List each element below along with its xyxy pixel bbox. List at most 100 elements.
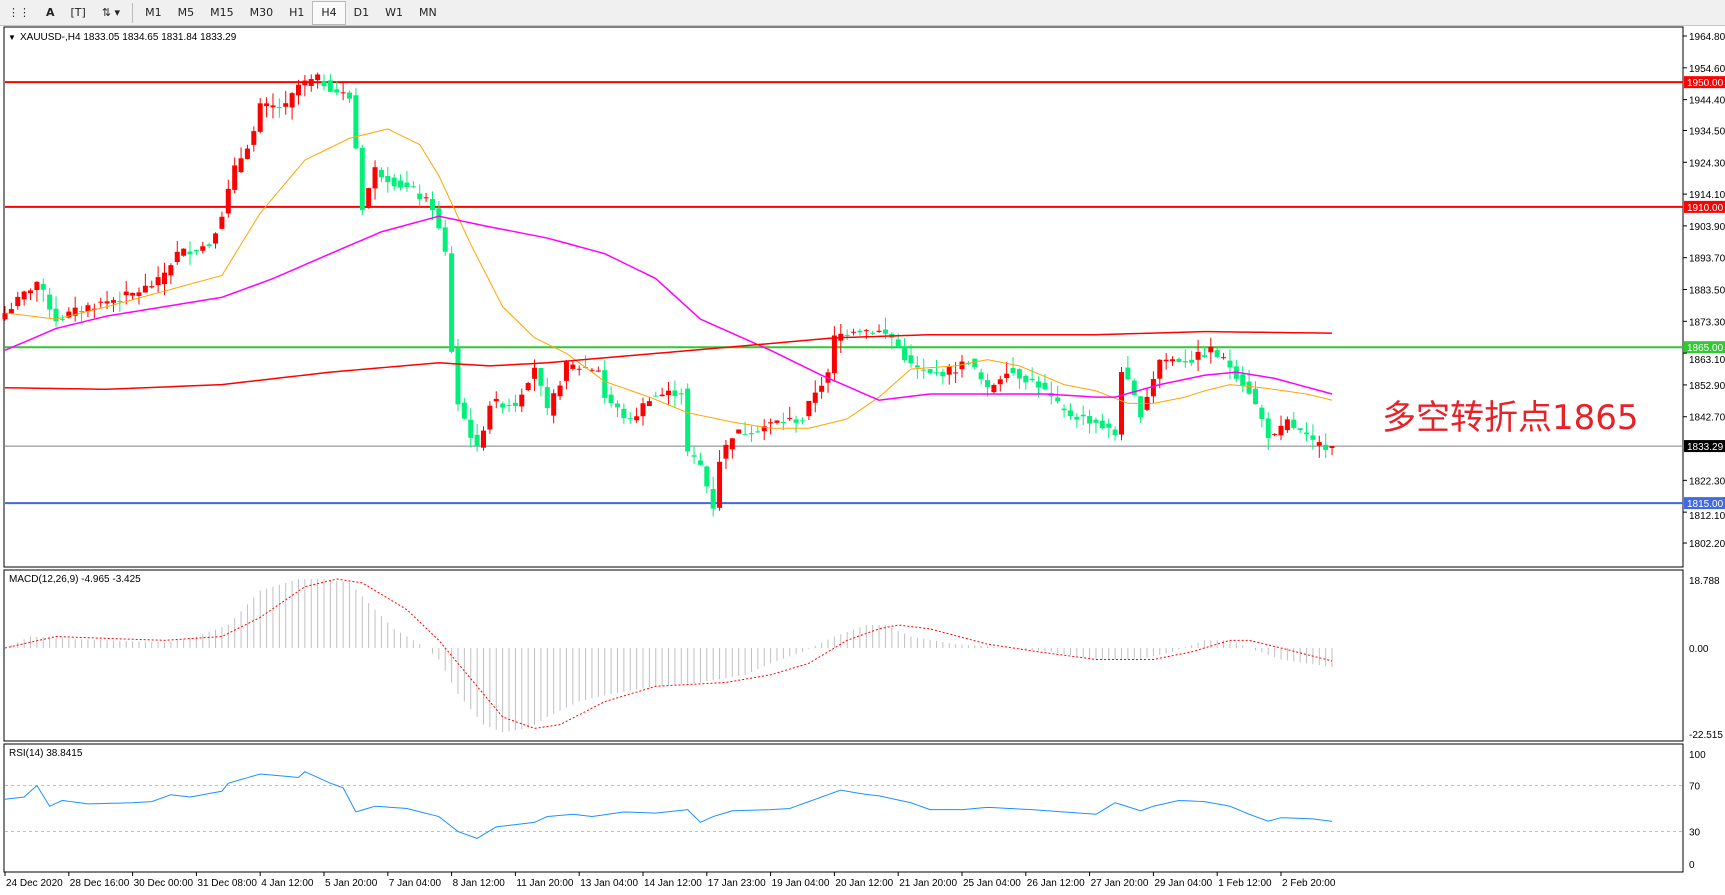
tf-h1[interactable]: H1 <box>289 5 305 19</box>
level-price-label: 1865.00 <box>1687 343 1724 354</box>
time-tick-label: 30 Dec 00:00 <box>134 878 194 889</box>
text-icon[interactable]: A <box>46 5 55 19</box>
candle-body <box>685 388 691 452</box>
candle-body <box>436 208 442 229</box>
price-tick-label: 1944.40 <box>1689 96 1725 107</box>
candle-body <box>251 131 257 145</box>
candle-body <box>1227 360 1233 368</box>
tf-w1[interactable]: W1 <box>385 5 403 19</box>
rsi-line <box>4 771 1333 839</box>
time-tick-label: 19 Jan 04:00 <box>772 878 830 889</box>
candle-body <box>1176 358 1182 362</box>
candle-body <box>340 92 346 94</box>
candle-body <box>28 290 34 294</box>
candle-body <box>978 372 984 380</box>
candle-body <box>34 281 40 290</box>
candle-body <box>327 80 333 92</box>
candle-body <box>1329 446 1335 448</box>
candle-body <box>85 305 91 312</box>
arrows-icon[interactable]: ⇅ ▾ <box>101 5 121 19</box>
macd-tick-label: -22.515 <box>1689 730 1723 741</box>
candle-body <box>1272 434 1278 436</box>
candle-body <box>1016 369 1022 379</box>
candle-body <box>793 419 799 423</box>
symbol-info: XAUUSD-,H4 1833.05 1834.65 1831.84 1833.… <box>20 32 237 43</box>
candle-body <box>602 370 608 398</box>
candle-body <box>295 84 301 96</box>
candle-body <box>640 403 646 417</box>
candle-body <box>1061 408 1067 411</box>
level-price-tag <box>1684 341 1725 354</box>
candle-body <box>634 416 640 421</box>
candle-body <box>1195 351 1201 360</box>
candle-body <box>359 147 365 211</box>
collapse-triangle-icon[interactable]: ▼ <box>8 33 16 42</box>
candle-body <box>1055 397 1061 402</box>
price-tick-label: 1903.90 <box>1689 222 1725 233</box>
candle-body <box>1304 432 1310 435</box>
candle-body <box>1029 378 1035 381</box>
text-label-icon[interactable]: [T] <box>70 5 86 19</box>
tf-mn[interactable]: MN <box>418 5 437 19</box>
candle-body <box>933 372 939 374</box>
candle-body <box>895 339 901 347</box>
candle-body <box>193 249 199 252</box>
level-price-label: 1910.00 <box>1687 203 1724 214</box>
candle-body <box>902 346 908 361</box>
candle-body <box>908 355 914 364</box>
candle-body <box>149 286 155 288</box>
candle-body <box>1119 372 1124 435</box>
candle-body <box>1316 442 1322 446</box>
candle-body <box>972 358 978 368</box>
candle-body <box>985 380 991 388</box>
candle-body <box>921 369 927 371</box>
candle-body <box>787 417 793 419</box>
tf-h4[interactable]: H4 <box>312 0 346 25</box>
candle-body <box>608 394 614 404</box>
candle-body <box>136 292 142 296</box>
candle-body <box>538 367 544 386</box>
candle-body <box>589 369 595 371</box>
candle-body <box>653 395 659 397</box>
candle-body <box>876 330 882 332</box>
candle-body <box>857 330 863 333</box>
candle-body <box>736 429 742 434</box>
macd-panel-frame <box>3 569 1684 742</box>
rsi-panel-frame <box>3 743 1684 873</box>
tf-d1[interactable]: D1 <box>353 5 370 19</box>
tf-m15[interactable]: M15 <box>210 5 234 19</box>
horizontal-levels <box>5 81 1683 505</box>
candle-body <box>646 401 652 407</box>
candle-body <box>831 335 837 374</box>
candle-body <box>1265 418 1271 439</box>
candle-body <box>1246 381 1252 394</box>
candle-body <box>1004 373 1010 378</box>
candle-body <box>519 394 525 407</box>
toolbar-divider <box>132 2 134 23</box>
tf-m5[interactable]: M5 <box>177 5 195 19</box>
candle-body <box>461 402 467 419</box>
candle-body <box>21 291 27 300</box>
tf-m1[interactable]: M1 <box>145 5 162 19</box>
candle-body <box>812 392 818 403</box>
candle-body <box>283 103 289 107</box>
candle-body <box>761 426 767 432</box>
candle-body <box>487 405 493 430</box>
chart-toolbar: ⋮⋮ A [T] ⇅ ▾ M1 M5 M15 M30 H1 H4 D1 W1 M… <box>0 0 1725 26</box>
candle-body <box>780 421 786 423</box>
candle-body <box>423 197 429 199</box>
candle-body <box>232 165 238 190</box>
ma-mid-line <box>4 215 1333 401</box>
grid-icon[interactable]: ⋮⋮ <box>8 5 30 19</box>
candle-body <box>481 430 486 448</box>
candle-body <box>474 434 480 447</box>
time-tick-label: 28 Dec 16:00 <box>70 878 130 889</box>
candle-body <box>500 403 506 408</box>
time-tick-label: 8 Jan 12:00 <box>453 878 506 889</box>
macd-tick-label: 0.00 <box>1689 644 1709 655</box>
candle-body <box>468 419 474 438</box>
tf-m30[interactable]: M30 <box>249 5 274 19</box>
candle-body <box>1125 367 1131 380</box>
candle-body <box>1074 416 1080 420</box>
